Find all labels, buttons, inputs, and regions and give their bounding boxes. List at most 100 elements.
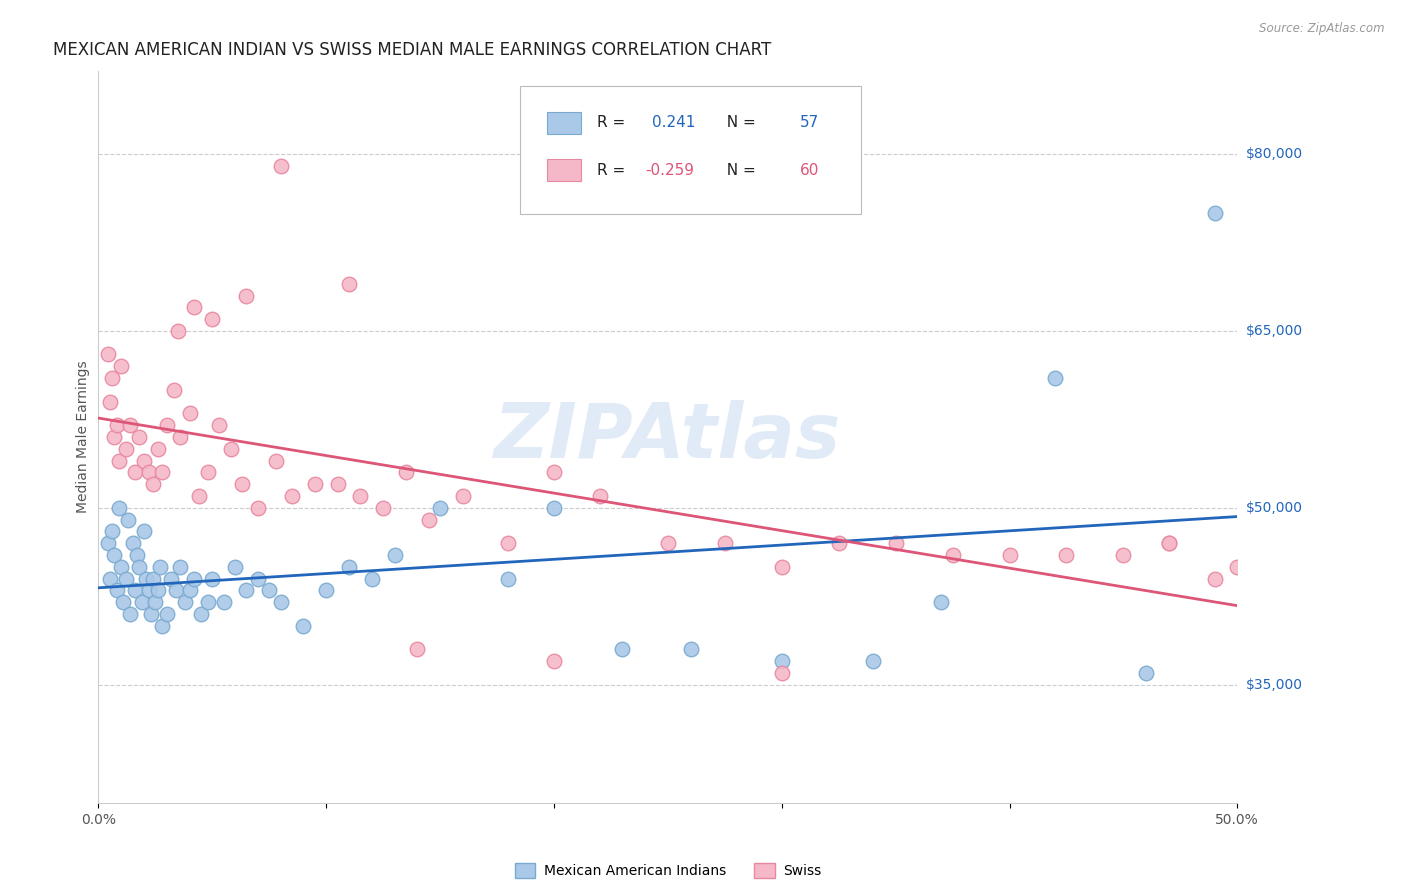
Point bbox=[451, 489, 474, 503]
Text: Source: ZipAtlas.com: Source: ZipAtlas.com bbox=[1260, 22, 1385, 36]
Point bbox=[110, 559, 132, 574]
Point bbox=[219, 442, 242, 456]
Point bbox=[612, 642, 634, 657]
Point bbox=[190, 607, 212, 621]
Point bbox=[770, 559, 793, 574]
Point bbox=[197, 466, 219, 480]
Point bbox=[96, 536, 118, 550]
Point bbox=[128, 430, 150, 444]
Point bbox=[770, 654, 793, 668]
Point bbox=[156, 607, 179, 621]
Point bbox=[315, 583, 337, 598]
Point bbox=[179, 407, 201, 421]
Point bbox=[208, 418, 231, 433]
Point bbox=[145, 595, 167, 609]
Point bbox=[105, 418, 128, 433]
Point bbox=[418, 513, 440, 527]
Text: -0.259: -0.259 bbox=[645, 162, 695, 178]
Point bbox=[142, 572, 165, 586]
Point bbox=[270, 595, 292, 609]
Text: 60: 60 bbox=[800, 162, 820, 178]
Text: 0.241: 0.241 bbox=[652, 115, 696, 130]
Point bbox=[165, 583, 187, 598]
Point bbox=[121, 536, 143, 550]
Point bbox=[281, 489, 304, 503]
Point bbox=[224, 559, 246, 574]
Point bbox=[543, 466, 565, 480]
Point bbox=[146, 442, 169, 456]
Text: $80,000: $80,000 bbox=[1246, 147, 1303, 161]
Point bbox=[304, 477, 326, 491]
Point bbox=[110, 359, 132, 374]
Point bbox=[714, 536, 737, 550]
Point bbox=[162, 383, 184, 397]
Text: ZIPAtlas: ZIPAtlas bbox=[494, 401, 842, 474]
Bar bbox=[547, 159, 581, 181]
Point bbox=[114, 572, 136, 586]
Point bbox=[1204, 572, 1226, 586]
Point bbox=[1135, 666, 1157, 681]
Point bbox=[360, 572, 382, 586]
Text: 57: 57 bbox=[800, 115, 820, 130]
Point bbox=[384, 548, 406, 562]
Point bbox=[139, 607, 162, 621]
Point bbox=[259, 583, 281, 598]
FancyBboxPatch shape bbox=[520, 86, 862, 214]
Point bbox=[114, 442, 136, 456]
Point bbox=[884, 536, 907, 550]
Point bbox=[1204, 206, 1226, 220]
Point bbox=[146, 583, 169, 598]
Point bbox=[395, 466, 418, 480]
Text: $35,000: $35,000 bbox=[1246, 678, 1302, 692]
Point bbox=[231, 477, 253, 491]
Point bbox=[337, 277, 360, 291]
Point bbox=[142, 477, 165, 491]
Point bbox=[498, 536, 520, 550]
Point bbox=[149, 559, 172, 574]
Point bbox=[929, 595, 952, 609]
Bar bbox=[547, 112, 581, 134]
Point bbox=[128, 559, 150, 574]
Legend: Mexican American Indians, Swiss: Mexican American Indians, Swiss bbox=[509, 858, 827, 884]
Point bbox=[235, 583, 257, 598]
Text: R =: R = bbox=[598, 162, 630, 178]
Point bbox=[406, 642, 429, 657]
Point bbox=[98, 394, 121, 409]
Point bbox=[138, 466, 160, 480]
Point bbox=[197, 595, 219, 609]
Point bbox=[270, 159, 292, 173]
Point bbox=[124, 583, 146, 598]
Text: $65,000: $65,000 bbox=[1246, 324, 1303, 338]
Point bbox=[998, 548, 1021, 562]
Text: N =: N = bbox=[717, 162, 761, 178]
Point bbox=[543, 654, 565, 668]
Point bbox=[246, 572, 269, 586]
Point bbox=[108, 500, 131, 515]
Point bbox=[246, 500, 269, 515]
Point bbox=[117, 513, 139, 527]
Point bbox=[183, 572, 205, 586]
Point bbox=[120, 418, 142, 433]
Text: R =: R = bbox=[598, 115, 630, 130]
Point bbox=[174, 595, 197, 609]
Text: $50,000: $50,000 bbox=[1246, 501, 1302, 515]
Point bbox=[349, 489, 371, 503]
Point bbox=[101, 371, 124, 385]
Point bbox=[679, 642, 702, 657]
Point bbox=[371, 500, 394, 515]
Point bbox=[183, 301, 205, 315]
Point bbox=[132, 524, 155, 539]
Point bbox=[862, 654, 884, 668]
Point bbox=[150, 466, 173, 480]
Point bbox=[169, 430, 191, 444]
Point bbox=[169, 559, 191, 574]
Point bbox=[156, 418, 179, 433]
Point bbox=[588, 489, 610, 503]
Point bbox=[429, 500, 451, 515]
Point bbox=[150, 619, 173, 633]
Point bbox=[103, 548, 125, 562]
Point bbox=[264, 453, 287, 467]
Point bbox=[167, 324, 190, 338]
Point bbox=[101, 524, 124, 539]
Point bbox=[1043, 371, 1066, 385]
